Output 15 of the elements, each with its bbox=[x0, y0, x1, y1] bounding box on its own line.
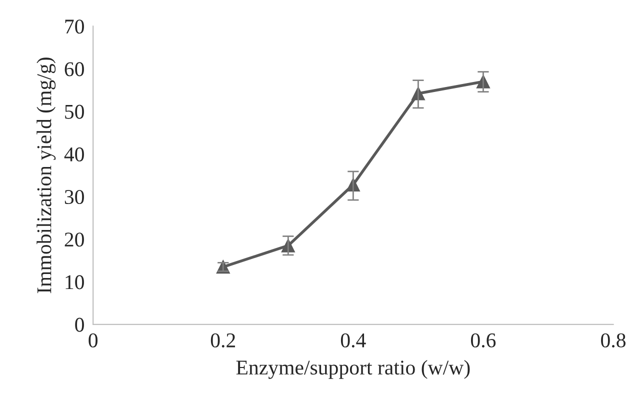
y-tick-label: 70 bbox=[65, 20, 84, 34]
y-tick-label: 60 bbox=[64, 62, 84, 76]
x-tick-label: 0.2 bbox=[210, 333, 236, 348]
y-tick-label: 10 bbox=[66, 275, 84, 290]
y-tick-label: 50 bbox=[65, 104, 84, 119]
y-tick-label: 0 bbox=[75, 318, 84, 332]
x-tick-label: 0 bbox=[88, 333, 98, 348]
y-axis-title: Immobilization yield (mg/g) bbox=[36, 58, 56, 294]
x-tick-label: 0.6 bbox=[471, 333, 496, 348]
y-tick-label: 30 bbox=[64, 190, 84, 204]
x-tick-label: 0.4 bbox=[340, 333, 366, 348]
x-tick-label: 0.8 bbox=[601, 333, 626, 348]
x-axis-title: Enzyme/support ratio (w/w) bbox=[236, 360, 470, 379]
y-tick-label: 40 bbox=[64, 147, 84, 162]
y-tick-label: 20 bbox=[64, 232, 84, 247]
